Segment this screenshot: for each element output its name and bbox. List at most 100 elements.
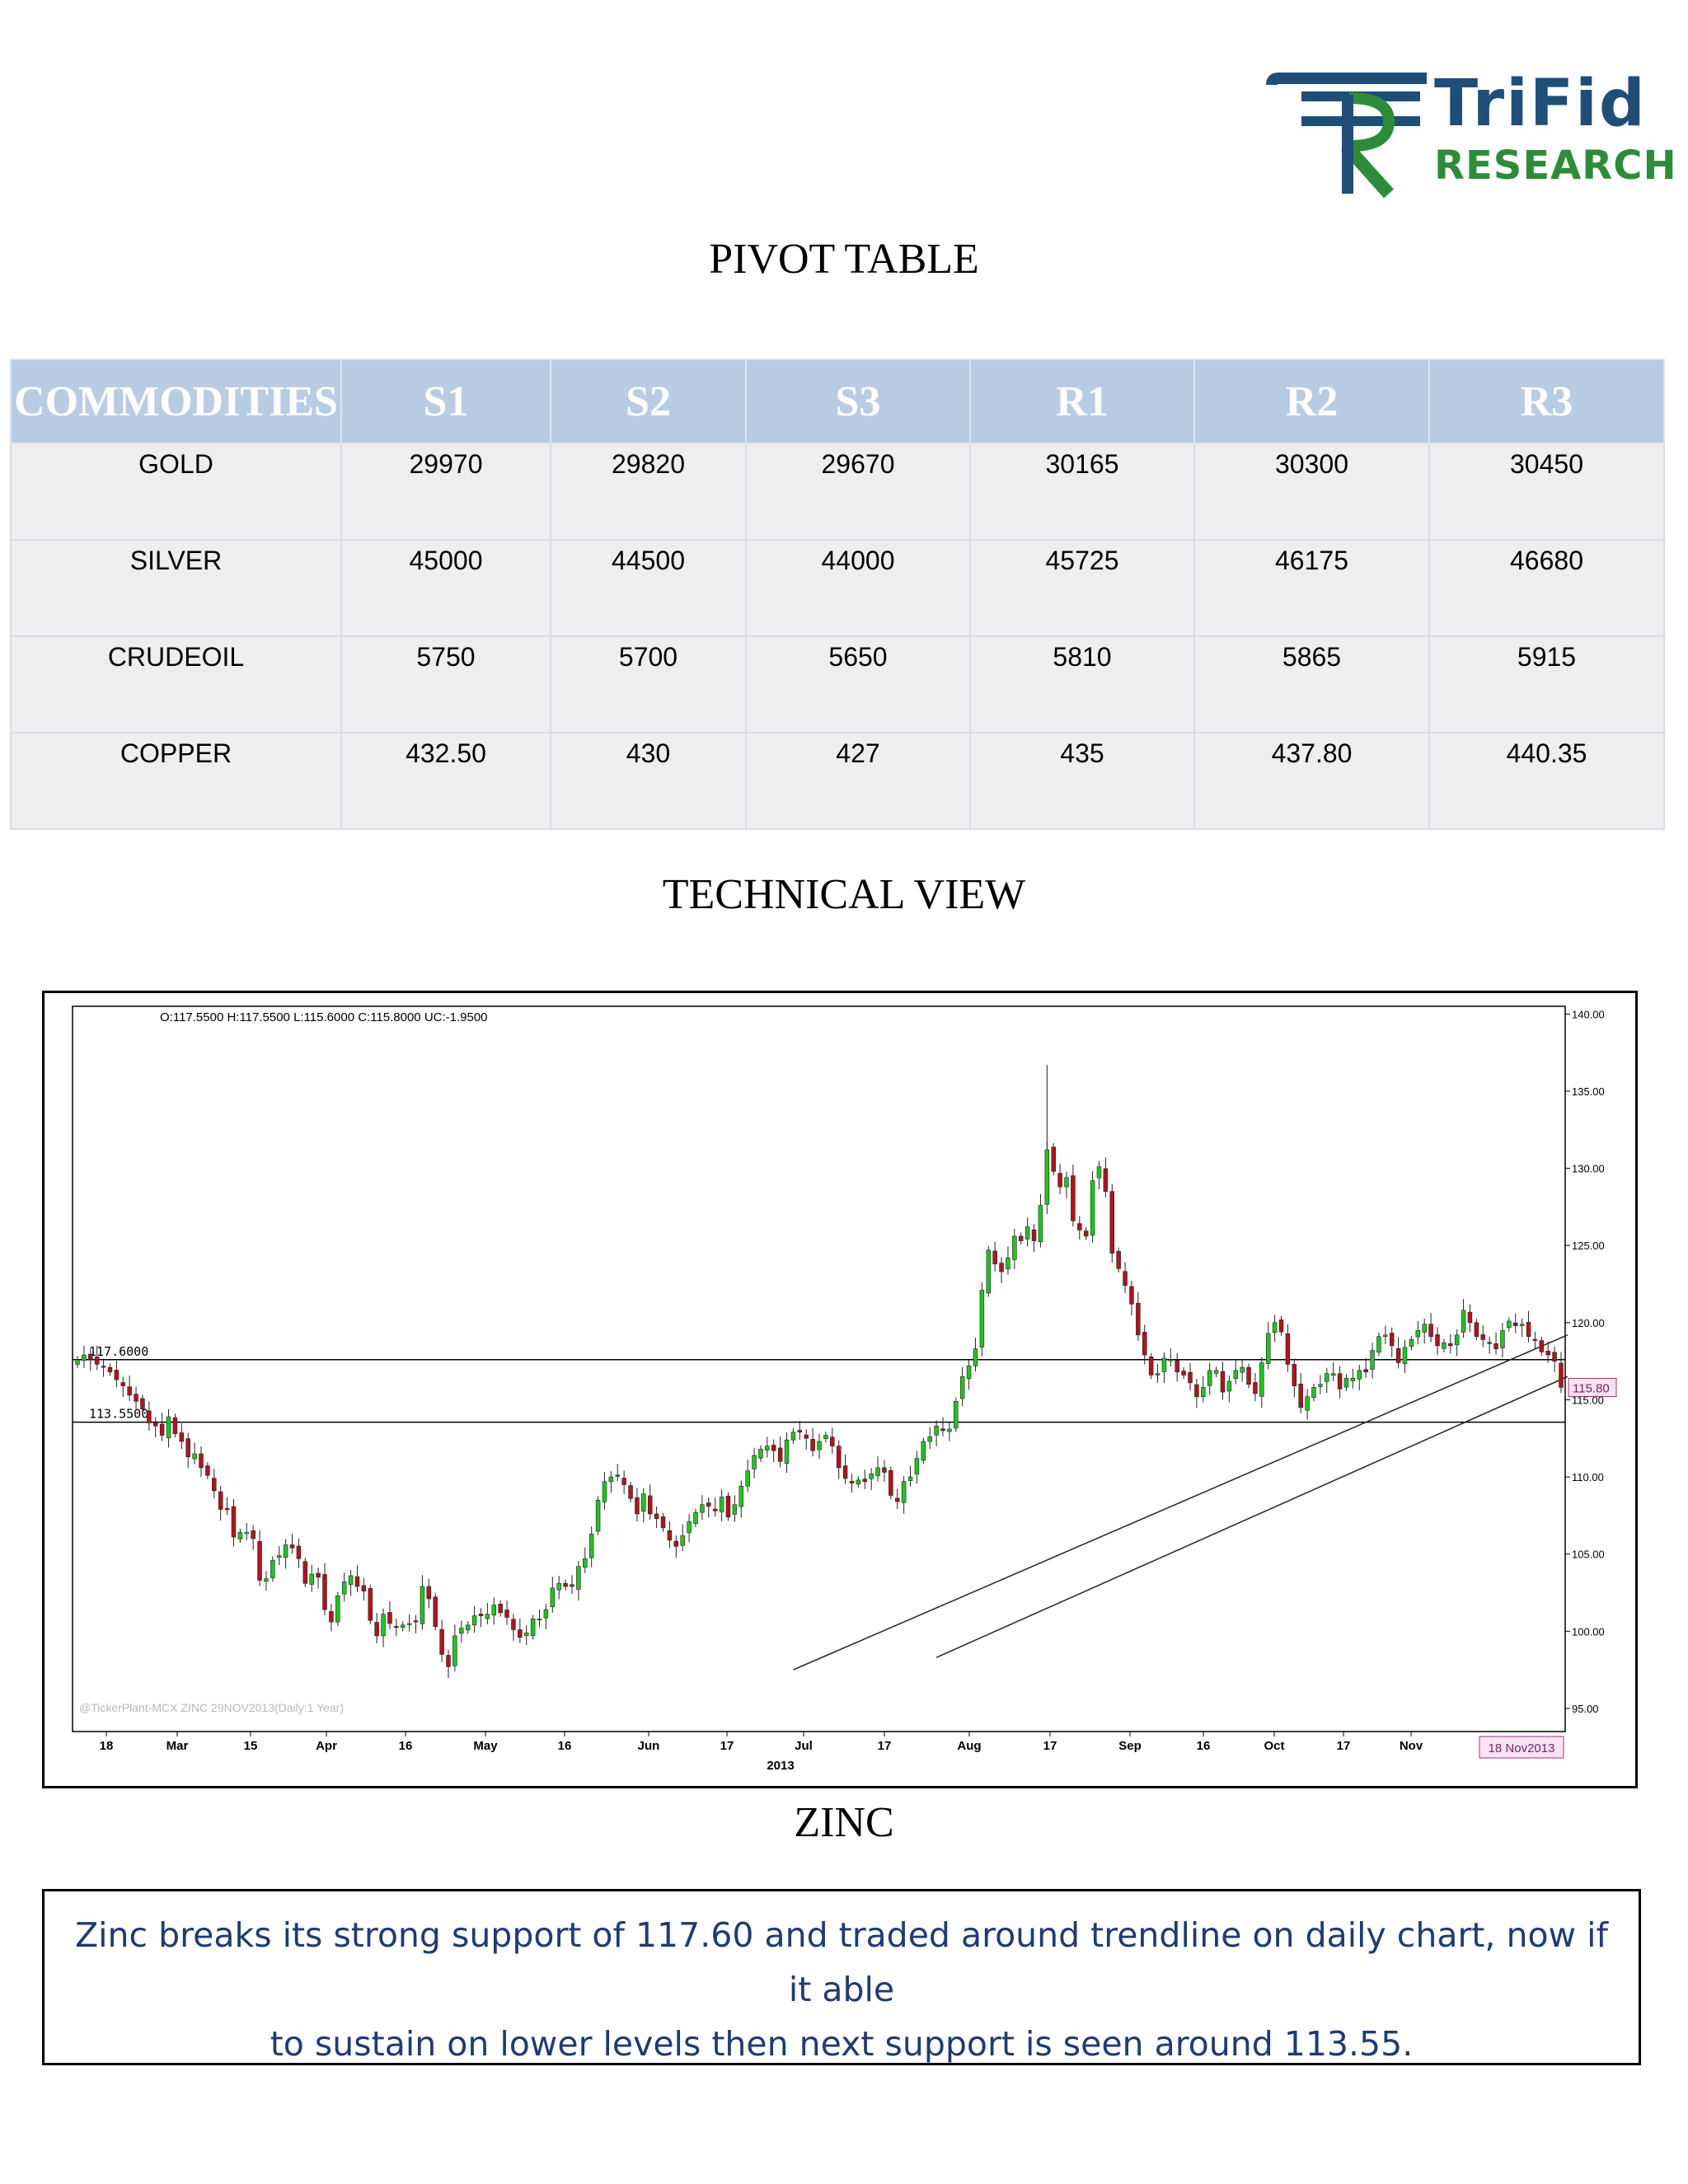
candle: [212, 1469, 217, 1499]
candle-body: [1325, 1373, 1329, 1382]
candle-body: [1305, 1396, 1310, 1411]
candle-body: [725, 1495, 731, 1518]
candle: [322, 1563, 327, 1616]
candle-body: [882, 1467, 887, 1473]
candle: [270, 1556, 275, 1582]
candle: [1090, 1171, 1095, 1244]
candle: [218, 1486, 223, 1521]
candle: [1442, 1338, 1447, 1352]
candle-body: [1272, 1322, 1278, 1333]
candle-body: [504, 1610, 509, 1618]
candle-body: [954, 1401, 959, 1429]
candle: [771, 1439, 776, 1462]
candle: [498, 1600, 503, 1617]
y-tick-label: 140.00: [1572, 1008, 1605, 1020]
candle: [862, 1469, 868, 1489]
candle: [1435, 1327, 1440, 1356]
candle: [986, 1246, 992, 1297]
candle: [114, 1361, 120, 1388]
candle-body: [420, 1586, 425, 1624]
candle-body: [914, 1458, 920, 1474]
candle-body: [205, 1465, 210, 1476]
candle-body: [1545, 1350, 1550, 1356]
candle: [732, 1495, 738, 1522]
analysis-text-box: Zinc breaks its strong support of 117.60…: [42, 1889, 1641, 2065]
candle-body: [335, 1595, 340, 1623]
candle-body: [1155, 1373, 1160, 1376]
x-axis-year: 2013: [767, 1759, 794, 1773]
candle-body: [836, 1446, 842, 1469]
candle-body: [628, 1485, 633, 1499]
candle: [1116, 1247, 1121, 1272]
candle: [1409, 1335, 1414, 1351]
candle: [738, 1480, 744, 1518]
candle: [1213, 1366, 1219, 1377]
candle: [1395, 1337, 1401, 1369]
candle: [1552, 1346, 1557, 1373]
candle: [1018, 1232, 1024, 1245]
candle-body: [140, 1398, 145, 1409]
candle: [875, 1456, 880, 1482]
candle-body: [491, 1605, 497, 1616]
candle: [1454, 1329, 1460, 1357]
candle: [1370, 1343, 1375, 1379]
candle: [595, 1496, 601, 1535]
candle: [1350, 1368, 1356, 1389]
candle-body: [1532, 1338, 1538, 1341]
candle-body: [1512, 1322, 1518, 1326]
candle: [251, 1525, 256, 1550]
candle-body: [1467, 1311, 1473, 1324]
candle-body: [862, 1479, 868, 1482]
candle-body: [406, 1623, 412, 1625]
logo-subtitle: RESEARCH: [1434, 143, 1677, 189]
candle: [1519, 1318, 1525, 1338]
candle-body: [413, 1620, 419, 1623]
analysis-line-1: Zinc breaks its strong support of 117.60…: [75, 1915, 1608, 2009]
candle-body: [1083, 1230, 1089, 1237]
candle: [361, 1577, 367, 1601]
s1-value: 45000: [340, 539, 551, 637]
x-tick-label: Nov: [1400, 1739, 1423, 1753]
candle: [1168, 1348, 1174, 1367]
y-tick-label: 115.00: [1572, 1394, 1604, 1406]
header-s2: S2: [550, 359, 747, 444]
candle-body: [543, 1609, 549, 1619]
pivot-table: COMMODITIES S1 S2 S3 R1 R2 R3 GOLD 29970…: [10, 359, 1665, 830]
header-r2: R2: [1193, 359, 1430, 444]
candle: [700, 1495, 705, 1521]
candle: [1148, 1352, 1154, 1380]
candle-body: [1012, 1235, 1017, 1260]
candle-body: [992, 1250, 997, 1264]
candle: [387, 1601, 392, 1629]
candle-body: [1292, 1364, 1297, 1386]
candle: [882, 1460, 887, 1482]
candle-body: [1226, 1380, 1232, 1392]
x-tick-label: 17: [1043, 1739, 1057, 1753]
table-row: CRUDEOIL 5750 5700 5650 5810 5865 5915: [10, 635, 1665, 733]
commodity-name: COPPER: [10, 732, 342, 830]
candle-body: [264, 1578, 269, 1582]
candle-body: [530, 1619, 536, 1636]
candle: [628, 1481, 633, 1502]
candle-body: [556, 1582, 561, 1591]
candle-body: [1201, 1387, 1206, 1398]
s2-value: 44500: [550, 539, 747, 637]
y-axis: 140.00 135.00 130.00 125.00 120.00 115.00 110.…: [1565, 1008, 1617, 1715]
table-row: SILVER 45000 44500 44000 45725 46175 466…: [10, 539, 1665, 637]
candle-body: [777, 1447, 783, 1462]
s2-value: 29820: [550, 443, 747, 541]
candle: [368, 1584, 373, 1624]
table-row: COPPER 432.50 430 427 435 437.80 440.35: [10, 732, 1665, 830]
candle: [570, 1575, 574, 1595]
candle: [1500, 1323, 1505, 1357]
candle-body: [1168, 1359, 1174, 1361]
candle-body: [107, 1366, 113, 1373]
level-label-0: 117.6000: [89, 1344, 148, 1359]
chart-frame: O:117.5500 H:117.5500 L:115.6000 C:115.8…: [42, 991, 1638, 1788]
candle: [1006, 1246, 1010, 1275]
candle-body: [75, 1359, 80, 1365]
candle: [1318, 1375, 1323, 1394]
candle: [621, 1470, 626, 1494]
candle-body: [537, 1619, 542, 1621]
candle: [1545, 1341, 1550, 1363]
